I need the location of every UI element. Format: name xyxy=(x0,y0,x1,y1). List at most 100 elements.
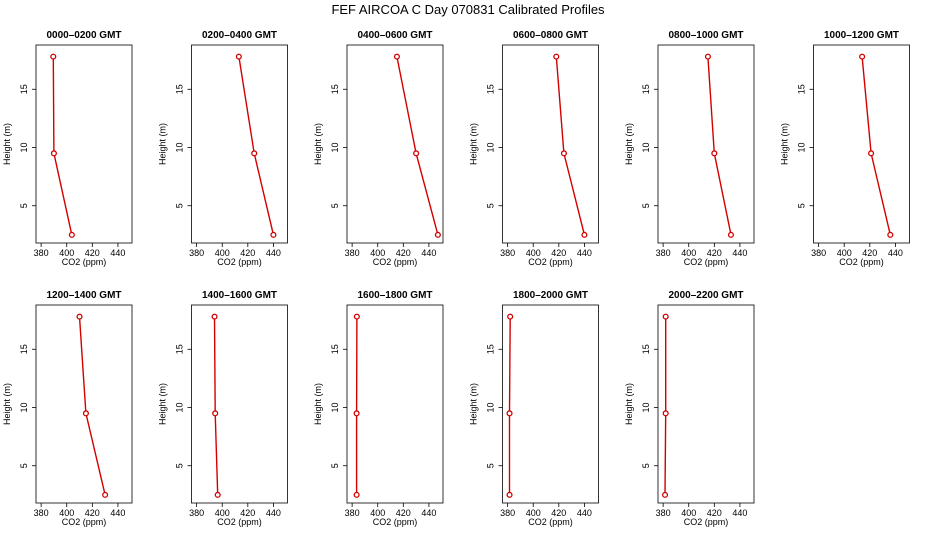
x-tick-label: 380 xyxy=(34,248,49,258)
y-tick-label: 10 xyxy=(486,142,496,152)
data-point xyxy=(211,313,218,320)
panel-title: 1200–1400 GMT xyxy=(46,290,121,301)
data-point xyxy=(581,231,588,238)
x-tick-label: 420 xyxy=(707,508,722,518)
x-axis-label: CO2 (ppm) xyxy=(528,257,573,267)
y-axis-label: Height (m) xyxy=(469,383,479,425)
x-tick-label: 440 xyxy=(732,248,747,258)
panel-8: 1400–1600 GMT 380 400 420 440 CO2 (ppm) 5 10 15 H… xyxy=(158,290,288,527)
x-tick-label: 420 xyxy=(551,508,566,518)
profile-line xyxy=(238,56,275,235)
x-tick-label: 440 xyxy=(421,248,436,258)
data-point xyxy=(68,231,75,238)
x-tick-label: 420 xyxy=(240,248,255,258)
x-tick-label: 420 xyxy=(551,248,566,258)
panel-title: 1000–1200 GMT xyxy=(824,30,899,41)
x-tick-label: 400 xyxy=(215,508,230,518)
panel-6: 1000–1200 GMT 380 400 420 440 CO2 (ppm) 5 10 15 H… xyxy=(780,30,910,267)
y-axis-label: Height (m) xyxy=(158,383,168,425)
y-tick-label: 5 xyxy=(641,463,651,468)
panel-title: 0600–0800 GMT xyxy=(513,30,588,41)
data-point xyxy=(704,53,711,60)
profile-line xyxy=(52,56,73,235)
y-tick-label: 15 xyxy=(175,84,185,94)
x-tick-label: 400 xyxy=(681,508,696,518)
x-tick-label: 420 xyxy=(85,248,100,258)
y-tick-label: 5 xyxy=(19,463,29,468)
data-point xyxy=(727,231,735,238)
y-tick-label: 15 xyxy=(486,344,496,354)
data-point xyxy=(212,410,219,417)
plot-frame xyxy=(657,304,755,504)
panel-10: 1800–2000 GMT 380 400 420 440 CO2 (ppm) 5 10 15 H… xyxy=(469,290,599,527)
data-point xyxy=(353,410,360,417)
x-tick-label: 400 xyxy=(370,248,385,258)
plot-frame xyxy=(35,44,133,244)
x-tick-label: 400 xyxy=(526,508,541,518)
plot-frame xyxy=(502,304,599,504)
y-tick-label: 5 xyxy=(641,203,651,208)
x-tick-label: 420 xyxy=(396,248,411,258)
x-tick-label: 400 xyxy=(370,508,385,518)
y-tick-label: 5 xyxy=(330,203,340,208)
y-tick-label: 5 xyxy=(797,203,807,208)
x-tick-label: 420 xyxy=(240,508,255,518)
profile-line xyxy=(861,56,891,235)
data-point xyxy=(214,491,221,498)
x-tick-label: 400 xyxy=(681,248,696,258)
data-point xyxy=(434,231,441,238)
x-tick-label: 400 xyxy=(215,248,230,258)
x-tick-label: 380 xyxy=(811,248,826,258)
y-tick-label: 15 xyxy=(797,84,807,94)
x-tick-label: 380 xyxy=(656,508,671,518)
x-tick-label: 420 xyxy=(85,508,100,518)
plot-frame xyxy=(346,44,444,244)
profile-line xyxy=(396,56,439,235)
y-axis-label: Height (m) xyxy=(158,123,168,165)
profile-line xyxy=(664,316,667,495)
x-tick-label: 420 xyxy=(707,248,722,258)
y-tick-label: 15 xyxy=(641,344,651,354)
data-point xyxy=(102,491,109,498)
profile-line xyxy=(78,316,106,495)
y-tick-label: 10 xyxy=(19,402,29,412)
panel-title: 1800–2000 GMT xyxy=(513,290,588,301)
x-axis-label: CO2 (ppm) xyxy=(684,517,729,527)
x-tick-label: 440 xyxy=(888,248,903,258)
x-tick-label: 380 xyxy=(656,248,671,258)
data-point xyxy=(82,410,89,417)
panel-title: 0000–0200 GMT xyxy=(46,30,121,41)
y-axis-label: Height (m) xyxy=(313,383,323,425)
y-tick-label: 5 xyxy=(486,463,496,468)
x-tick-label: 420 xyxy=(862,248,877,258)
y-axis-label: Height (m) xyxy=(2,123,12,165)
data-point xyxy=(76,313,83,320)
y-tick-label: 10 xyxy=(486,402,496,412)
y-axis-label: Height (m) xyxy=(624,123,634,165)
plot-frame xyxy=(191,44,288,244)
x-axis-label: CO2 (ppm) xyxy=(528,517,573,527)
y-axis-label: Height (m) xyxy=(624,383,634,425)
x-axis-label: CO2 (ppm) xyxy=(62,517,107,527)
y-tick-label: 10 xyxy=(175,402,185,412)
figure-title: FEF AIRCOA C Day 070831 Calibrated Profi… xyxy=(331,2,605,17)
x-tick-label: 400 xyxy=(59,508,74,518)
x-tick-label: 400 xyxy=(59,248,74,258)
panel-title: 1600–1800 GMT xyxy=(357,290,432,301)
panel-title: 0400–0600 GMT xyxy=(357,30,432,41)
x-tick-label: 440 xyxy=(732,508,747,518)
profile-line xyxy=(555,56,586,235)
y-axis-label: Height (m) xyxy=(2,383,12,425)
data-point xyxy=(50,150,57,157)
y-tick-label: 5 xyxy=(175,463,185,468)
x-tick-label: 400 xyxy=(837,248,852,258)
y-tick-label: 15 xyxy=(175,344,185,354)
plot-frame xyxy=(346,304,444,504)
y-tick-label: 5 xyxy=(19,203,29,208)
data-point xyxy=(506,410,513,417)
x-axis-label: CO2 (ppm) xyxy=(373,257,418,267)
